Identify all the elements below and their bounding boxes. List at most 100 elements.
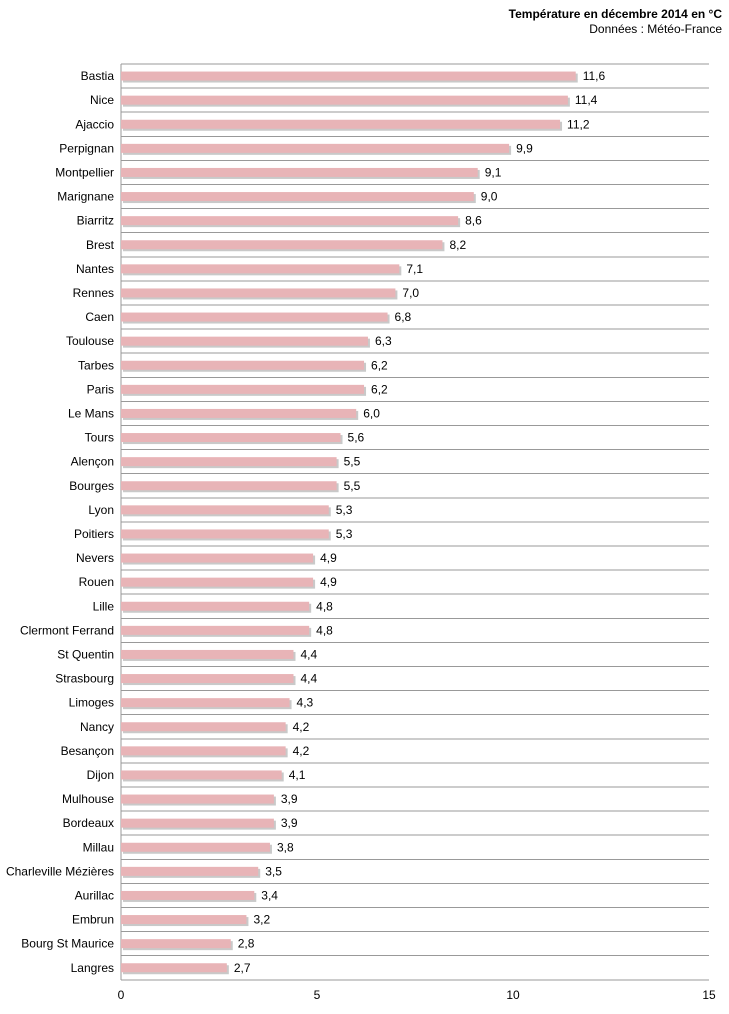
value-label: 4,8	[316, 623, 333, 637]
value-label: 3,9	[281, 792, 298, 806]
category-label: Aurillac	[75, 888, 114, 902]
bar	[121, 866, 259, 876]
category-label: Tours	[85, 431, 114, 445]
bar	[121, 95, 568, 105]
value-label: 5,5	[344, 455, 361, 469]
value-label: 4,1	[289, 768, 306, 782]
value-label: 5,3	[336, 527, 353, 541]
value-label: 5,3	[336, 503, 353, 517]
category-label: Brest	[86, 238, 115, 252]
value-label: 4,4	[300, 672, 317, 686]
x-tick-label: 5	[314, 988, 321, 1002]
category-label: St Quentin	[57, 647, 114, 661]
value-label: 3,9	[281, 816, 298, 830]
category-label: Perpignan	[59, 141, 114, 155]
bar	[121, 698, 290, 708]
bar-layer	[121, 71, 578, 975]
bar	[121, 529, 329, 539]
value-label: 2,7	[234, 961, 251, 975]
bar	[121, 264, 400, 274]
category-label: Bourg St Maurice	[21, 937, 114, 951]
grid-layer	[120, 63, 709, 981]
value-label: 3,4	[261, 888, 278, 902]
bar	[121, 818, 274, 828]
bar	[121, 722, 286, 732]
category-label: Limoges	[69, 696, 114, 710]
bar	[121, 433, 341, 443]
value-label: 8,6	[465, 214, 482, 228]
category-label: Clermont Ferrand	[20, 623, 114, 637]
category-label: Nevers	[76, 551, 114, 565]
chart-title: Température en décembre 2014 en °C	[508, 7, 722, 21]
bar	[121, 915, 247, 925]
category-label: Lyon	[88, 503, 114, 517]
bar	[121, 216, 459, 226]
value-label: 7,1	[406, 262, 423, 276]
value-label: 6,3	[375, 334, 392, 348]
x-tick-label: 15	[702, 988, 716, 1002]
bar	[121, 71, 576, 81]
category-label: Millau	[83, 840, 114, 854]
category-label: Bourges	[69, 479, 114, 493]
category-label: Dijon	[87, 768, 114, 782]
chart-source: Données : Météo-France	[589, 22, 722, 36]
category-label: Bordeaux	[63, 816, 114, 830]
x-tick-label: 10	[506, 988, 520, 1002]
category-label: Le Mans	[68, 406, 114, 420]
value-label: 11,6	[583, 69, 606, 83]
value-label: 9,9	[516, 141, 533, 155]
category-label: Mulhouse	[62, 792, 114, 806]
category-label: Poitiers	[74, 527, 114, 541]
value-label: 4,8	[316, 599, 333, 613]
chart-header: Température en décembre 2014 en °C Donné…	[509, 7, 722, 37]
category-label: Bastia	[81, 69, 115, 83]
label-layer: Bastia 11,6 Nice 11,4 Ajaccio 11,2 Perpignan 9,…	[6, 69, 606, 975]
category-label: Alençon	[71, 455, 114, 469]
category-label: Strasbourg	[55, 672, 114, 686]
bar	[121, 143, 510, 153]
value-label: 6,2	[371, 382, 388, 396]
category-label: Rouen	[79, 575, 114, 589]
category-label: Nice	[90, 93, 114, 107]
value-label: 4,2	[293, 720, 310, 734]
category-label: Embrun	[72, 913, 114, 927]
category-label: Rennes	[73, 286, 114, 300]
category-label: Besançon	[61, 744, 114, 758]
bar	[121, 167, 478, 177]
value-label: 6,2	[371, 358, 388, 372]
value-label: 3,5	[265, 864, 282, 878]
value-label: 6,8	[395, 310, 412, 324]
x-tick-label: 0	[118, 988, 125, 1002]
bar	[121, 649, 294, 659]
value-label: 7,0	[402, 286, 419, 300]
value-label: 3,2	[253, 913, 270, 927]
value-label: 11,2	[567, 117, 590, 131]
category-label: Nancy	[80, 720, 114, 734]
bar	[121, 939, 231, 949]
bar	[121, 312, 388, 322]
value-label: 2,8	[238, 937, 255, 951]
x-axis: 0 5 10 15	[118, 988, 716, 1002]
value-label: 3,8	[277, 840, 294, 854]
bar	[121, 505, 329, 515]
bar	[121, 674, 294, 684]
bar	[121, 336, 368, 346]
bar	[121, 240, 443, 250]
bar	[121, 625, 310, 635]
value-label: 5,6	[348, 431, 365, 445]
value-label: 4,3	[297, 696, 314, 710]
category-label: Biarritz	[77, 214, 114, 228]
category-label: Paris	[87, 382, 114, 396]
category-label: Caen	[85, 310, 114, 324]
bar	[121, 890, 255, 900]
value-label: 9,1	[485, 165, 502, 179]
bar	[121, 794, 274, 804]
bar	[121, 481, 337, 491]
bar	[121, 192, 474, 202]
bar	[121, 408, 357, 418]
bar	[121, 770, 282, 780]
category-label: Nantes	[76, 262, 114, 276]
bar	[121, 601, 310, 611]
category-label: Marignane	[57, 190, 114, 204]
